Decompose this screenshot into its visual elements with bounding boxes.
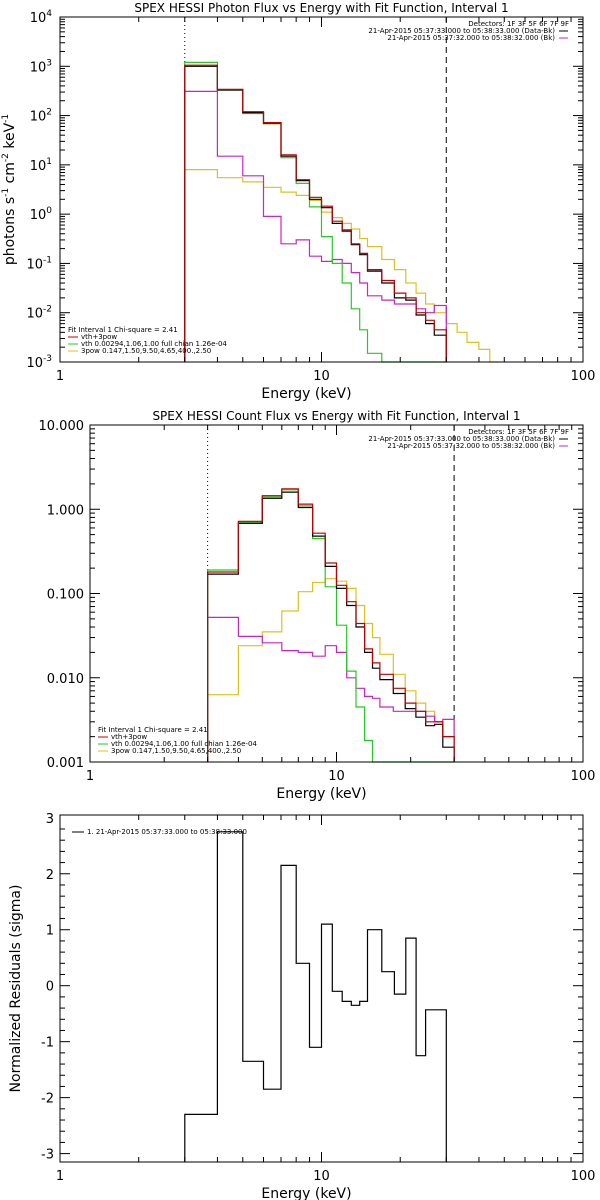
y-axis: 0.001 0.010 0.100 1.000 10.000 [39, 419, 583, 771]
y-tick-label: 2 [46, 868, 54, 883]
y-tick-label: 1 [46, 924, 54, 939]
legend-entry: vth 0.00294,1.06,1.00 full chian 1.26e-0… [111, 740, 257, 748]
legend-entry: vth 0.00294,1.06,1.00 full chian 1.26e-0… [81, 340, 227, 348]
header-line: 21-Apr-2015 05:37:33.000 to 05:38:33.000… [368, 435, 555, 443]
series-group [207, 488, 455, 763]
x-tick-label: 100 [571, 369, 596, 384]
y-tick-label: 10-3 [26, 354, 52, 371]
x-tick-label: 1 [56, 369, 64, 384]
header-line: Detectors: 1F 3F 5F 6F 7F 9F [468, 428, 569, 436]
legend-title: Fit Interval 1 Chi-square = 2.41 [68, 326, 178, 334]
series-green [207, 489, 455, 763]
y-tick-label: 10-2 [26, 305, 52, 322]
x-tick-label: 100 [571, 769, 596, 784]
x-tick-label: 1 [56, 1169, 64, 1184]
series-yellow-3pow [184, 169, 500, 363]
chart-panel-3: 1 10 100 Energy (keV) -3 -2 -1 0 1 2 3 Normalized R… [8, 812, 595, 1200]
header-line: 21-Apr-2015 05:37:32.000 to 05:38:32.000… [387, 442, 555, 450]
x-axis: 1 10 100 Energy (keV) [56, 17, 596, 402]
x-axis-label: Energy (keV) [261, 1186, 351, 1200]
y-tick-label: 10-1 [26, 255, 52, 272]
legend-entry: 3pow 0.147,1.50,9.50,4.65,400.,2.50 [81, 347, 211, 355]
y-tick-label: -2 [41, 1092, 54, 1107]
plot-frame [59, 16, 584, 363]
header-line: 21-Apr-2015 05:37:33.000 to 05:38:33.000… [368, 27, 555, 35]
y-tick-label: -3 [41, 1148, 54, 1163]
x-tick-label: 100 [571, 1169, 596, 1184]
x-tick-label: 10 [328, 769, 345, 784]
y-tick-label: -1 [41, 1036, 54, 1051]
x-tick-label: 10 [313, 369, 330, 384]
series-red [184, 64, 447, 362]
y-axis-label: photons s-1 cm-2 keV-1 [1, 114, 18, 265]
y-tick-label: 1.000 [47, 503, 84, 518]
y-tick-label: 0.100 [47, 588, 84, 603]
header-line: 21-Apr-2015 05:37:32.000 to 05:38:32.000… [387, 34, 555, 42]
x-axis: 1 10 100 Energy (keV) [56, 815, 596, 1200]
x-axis-label: Energy (keV) [261, 386, 351, 402]
series-red [207, 488, 455, 762]
legend-entry: vth+3pow [111, 733, 147, 741]
header-line: Detectors: 1F 3F 5F 6F 7F 9F [468, 20, 569, 28]
y-tick-label: 3 [46, 812, 54, 827]
legend-entry: 1. 21-Apr-2015 05:37:33.000 to 05:38:33.… [87, 828, 247, 836]
legend-entry: 3pow 0.147,1.50,9.50,4.65,400.,2.50 [111, 747, 241, 755]
series-group [184, 831, 447, 1162]
y-tick-label: 100 [30, 206, 53, 223]
y-axis: -3 -2 -1 0 1 2 3 [41, 812, 583, 1163]
header-legend: Detectors: 1F 3F 5F 6F 7F 9F21-Apr-2015 … [368, 20, 569, 42]
legend-entry: vth+3pow [81, 333, 117, 341]
y-tick-label: 0.010 [47, 672, 84, 687]
y-tick-label: 10.000 [39, 419, 85, 434]
x-tick-label: 1 [86, 769, 94, 784]
series-yellow-3pow [207, 578, 455, 762]
x-axis: 1 10 100 Energy (keV) [86, 425, 596, 802]
chart-panel-2: SPEX HESSI Count Flux vs Energy with Fit… [39, 409, 596, 802]
x-axis-label: Energy (keV) [276, 786, 366, 802]
y-tick-label: 0.001 [47, 756, 84, 771]
y-axis-label: Normalized Residuals (sigma) [8, 885, 24, 1093]
legend: Fit Interval 1 Chi-square = 2.41vth+3pow… [98, 726, 257, 755]
y-tick-label: 101 [30, 157, 52, 174]
y-tick-label: 103 [30, 58, 52, 75]
series-group [184, 61, 500, 363]
y-axis: 10-3 10-2 10-1 100 101 102 103 104 [26, 9, 583, 371]
legend-title: Fit Interval 1 Chi-square = 2.41 [98, 726, 208, 734]
y-tick-label: 0 [46, 980, 54, 995]
legend: Fit Interval 1 Chi-square = 2.41vth+3pow… [68, 326, 227, 355]
series-magenta [184, 90, 447, 362]
chart-panel-1: SPEX HESSI Photon Flux vs Energy with Fi… [1, 1, 595, 402]
series-black [207, 491, 455, 762]
x-tick-label: 10 [313, 1169, 330, 1184]
chart-title: SPEX HESSI Count Flux vs Energy with Fit… [152, 409, 520, 423]
series-green [184, 61, 447, 363]
series-black [184, 65, 447, 362]
series-black [184, 831, 447, 1162]
legend: 1. 21-Apr-2015 05:37:33.000 to 05:38:33.… [72, 828, 247, 836]
header-legend: Detectors: 1F 3F 5F 6F 7F 9F21-Apr-2015 … [368, 428, 569, 450]
y-tick-label: 102 [30, 108, 52, 125]
y-tick-label: 104 [30, 9, 53, 26]
chart-title: SPEX HESSI Photon Flux vs Energy with Fi… [134, 1, 508, 15]
